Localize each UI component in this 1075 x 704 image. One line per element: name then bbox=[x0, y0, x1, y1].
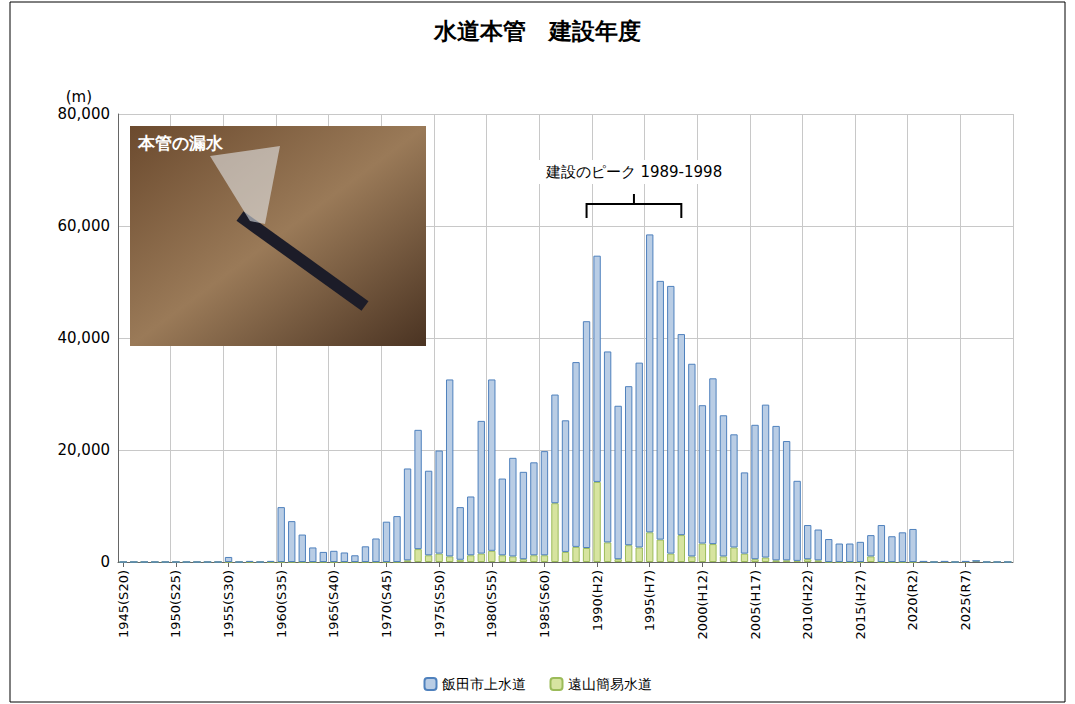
svg-text:1980(S55): 1980(S55) bbox=[484, 570, 499, 638]
svg-text:2020(R2): 2020(R2) bbox=[905, 570, 920, 631]
svg-text:80,000: 80,000 bbox=[58, 105, 111, 123]
svg-text:建設のピーク 1989-1998: 建設のピーク 1989-1998 bbox=[545, 163, 723, 181]
svg-text:本管の漏水: 本管の漏水 bbox=[137, 133, 224, 153]
svg-text:1950(S25): 1950(S25) bbox=[168, 570, 183, 638]
svg-text:40,000: 40,000 bbox=[58, 329, 111, 347]
svg-text:遠山簡易水道: 遠山簡易水道 bbox=[568, 676, 652, 692]
svg-text:(m): (m) bbox=[66, 88, 92, 106]
svg-text:1990(H2): 1990(H2) bbox=[590, 570, 605, 631]
svg-text:1955(S30): 1955(S30) bbox=[221, 570, 236, 638]
svg-text:60,000: 60,000 bbox=[58, 217, 111, 235]
svg-text:水道本管 建設年度: 水道本管 建設年度 bbox=[433, 18, 641, 44]
svg-text:1985(S60): 1985(S60) bbox=[537, 570, 552, 638]
svg-text:2000(H12): 2000(H12) bbox=[695, 570, 710, 640]
svg-text:1975(S50): 1975(S50) bbox=[432, 570, 447, 638]
svg-text:20,000: 20,000 bbox=[58, 441, 111, 459]
svg-text:2005(H17): 2005(H17) bbox=[748, 570, 763, 640]
svg-text:1945(S20): 1945(S20) bbox=[116, 570, 131, 638]
svg-text:1965(S40): 1965(S40) bbox=[326, 570, 341, 638]
svg-text:0: 0 bbox=[100, 553, 110, 571]
svg-text:1960(S35): 1960(S35) bbox=[274, 570, 289, 638]
svg-text:2015(H27): 2015(H27) bbox=[853, 570, 868, 640]
svg-text:2010(H22): 2010(H22) bbox=[800, 570, 815, 640]
svg-text:2025(R7): 2025(R7) bbox=[958, 570, 973, 631]
svg-text:1995(H7): 1995(H7) bbox=[642, 570, 657, 631]
svg-text:1970(S45): 1970(S45) bbox=[379, 570, 394, 638]
svg-text:飯田市上水道: 飯田市上水道 bbox=[442, 676, 526, 692]
